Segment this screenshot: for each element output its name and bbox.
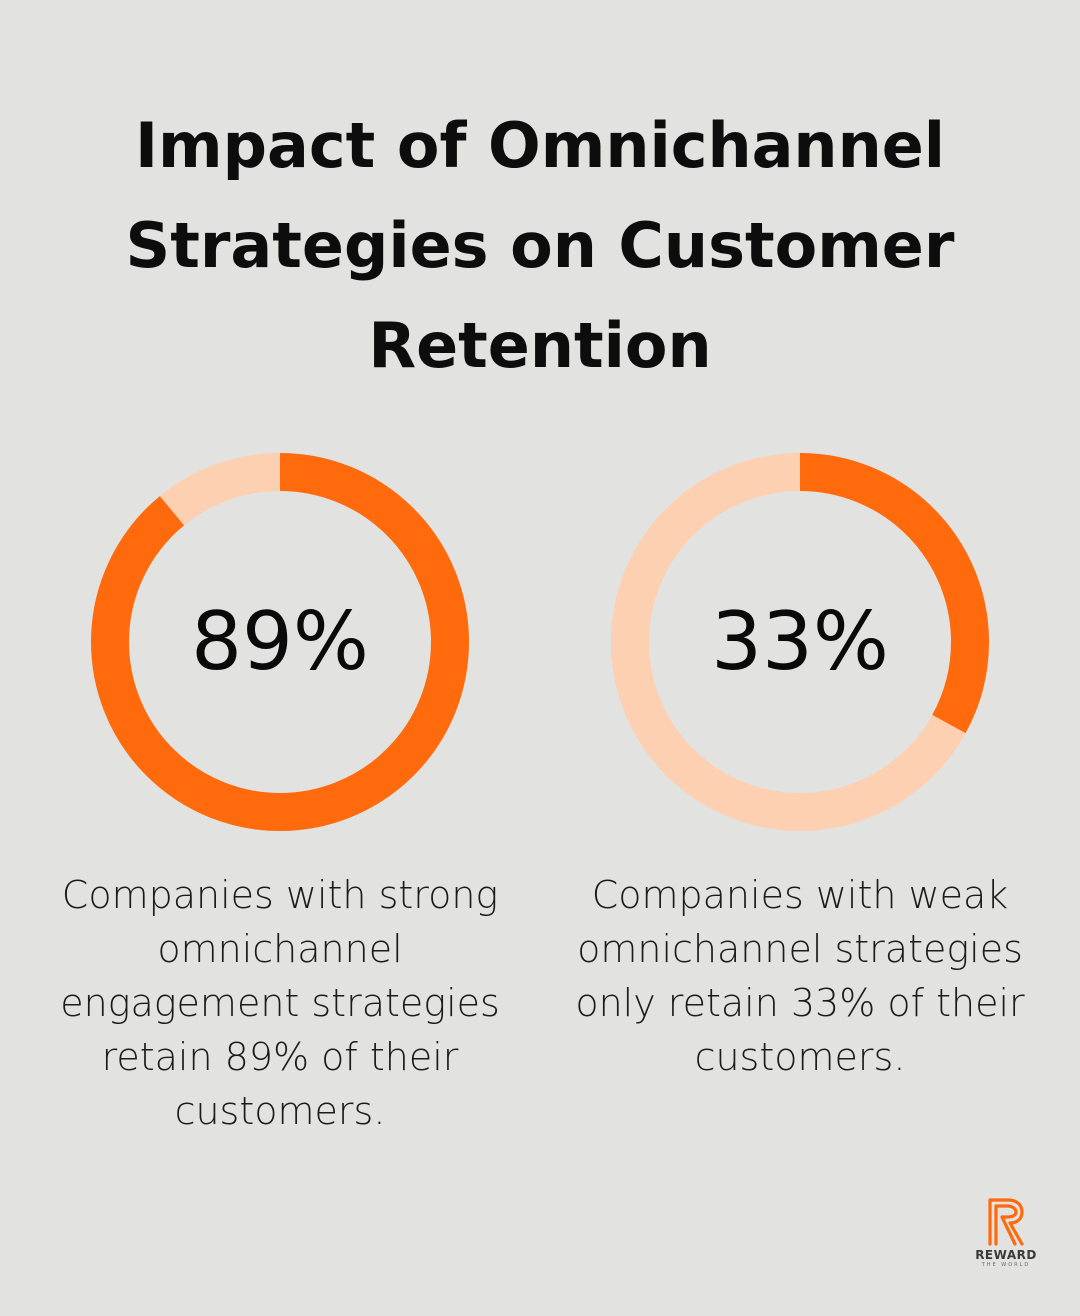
donut-chart-strong: 89% (90, 452, 470, 832)
donut-value-arc (611, 453, 989, 831)
donut-value-label: 33% (711, 595, 889, 688)
logo-subtext: THE WORLD (981, 1262, 1031, 1268)
donut-value-arc (91, 453, 469, 831)
reward-logo-r-icon (988, 1198, 1024, 1246)
donut-caption-weak: Companies with weak omnichannel strategi… (575, 873, 1025, 1079)
brand-logo: REWARD THE WORLD (968, 1196, 1044, 1280)
donut-svg (91, 453, 469, 831)
donut-chart-weak: 33% (610, 452, 990, 832)
donut-value-label: 89% (191, 595, 369, 688)
donut-svg (611, 453, 989, 831)
logo-text: REWARD (975, 1248, 1037, 1262)
donut-caption-strong: Companies with strong omnichannel engage… (60, 873, 500, 1133)
page-title: Impact of Omnichannel Strategies on Cust… (125, 109, 955, 382)
